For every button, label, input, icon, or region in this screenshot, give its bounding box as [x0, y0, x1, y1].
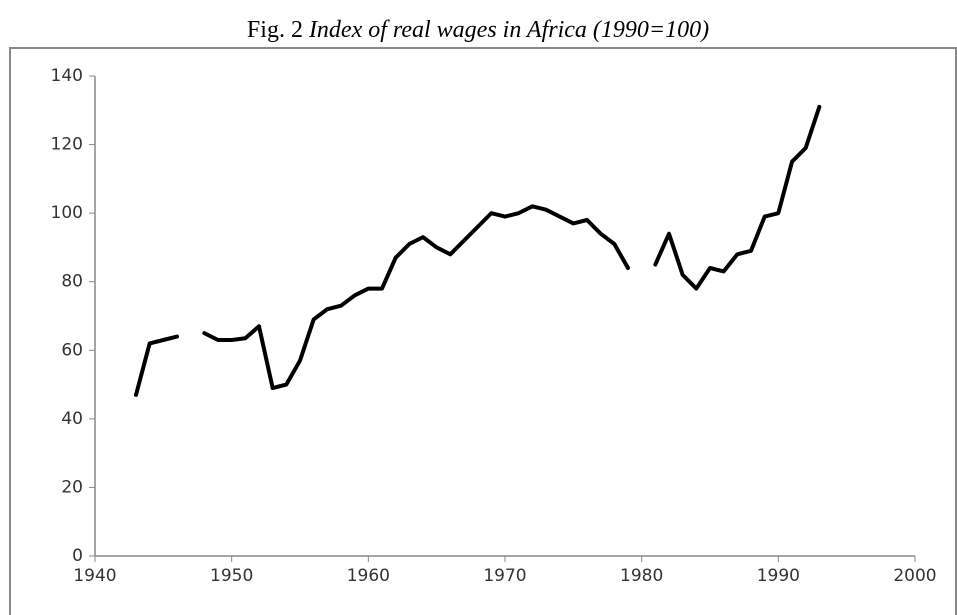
x-tick-label: 2000	[893, 566, 936, 586]
y-tick-label: 60	[61, 340, 83, 360]
chart-frame	[9, 47, 957, 615]
y-tick-label: 20	[61, 477, 83, 497]
x-tick-label: 1990	[757, 566, 800, 586]
x-tick-label: 1940	[73, 566, 116, 586]
title-prefix: Fig. 2	[247, 17, 303, 43]
x-tick-label: 1950	[210, 566, 253, 586]
x-tick-label: 1980	[620, 566, 663, 586]
data-line	[134, 104, 822, 397]
title-text: Index of real wages in Africa (1990=100)	[308, 17, 709, 43]
x-tick-label: 1970	[483, 566, 526, 586]
x-tick-label: 1960	[347, 566, 390, 586]
chart-title: Fig. 2 Index of real wages in Africa (19…	[247, 17, 709, 43]
y-tick-label: 120	[51, 135, 83, 155]
y-tick-label: 80	[61, 272, 83, 292]
y-tick-label: 40	[61, 409, 83, 429]
y-tick-label: 140	[51, 66, 83, 86]
y-tick-label: 100	[51, 203, 83, 223]
y-tick-label: 0	[72, 546, 83, 566]
